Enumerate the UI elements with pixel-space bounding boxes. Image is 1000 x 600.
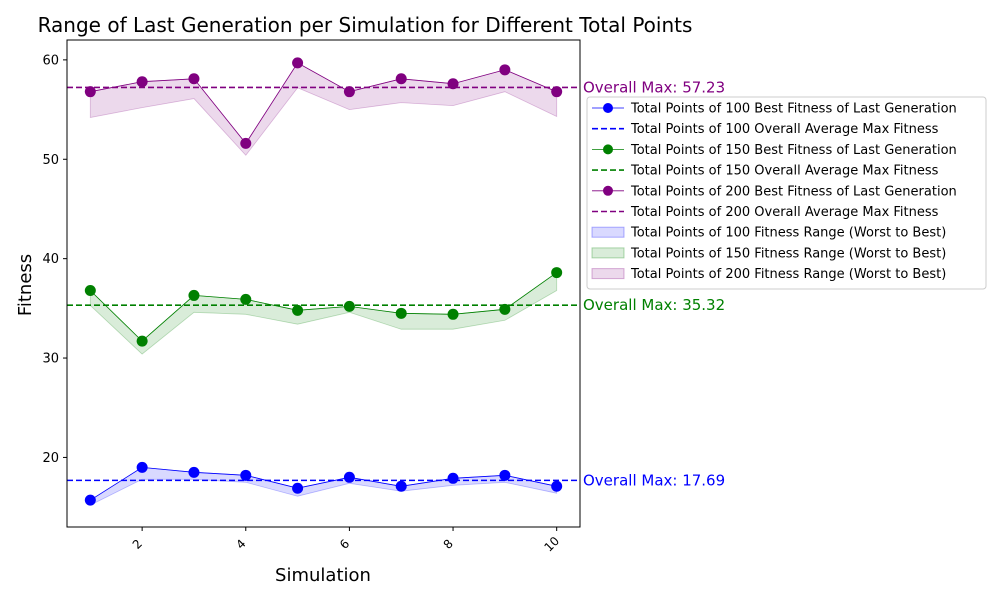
data-point: [84, 284, 96, 296]
x-tick-label: 2: [130, 537, 145, 552]
average-annotation-0: Overall Max: 17.69: [583, 471, 725, 489]
data-point: [343, 471, 355, 483]
best-line-0: [90, 466, 557, 501]
x-tick-label: 10: [542, 534, 563, 555]
legend-patch-swatch: [591, 247, 625, 259]
data-point: [499, 64, 511, 76]
y-tick-label: 20: [42, 451, 59, 466]
legend-label: Total Points of 150 Best Fitness of Last…: [630, 143, 957, 158]
y-axis: 20 30 40 50 60: [42, 53, 67, 466]
data-point: [447, 308, 459, 320]
legend-marker-swatch: [603, 144, 613, 155]
average-annotations: Overall Max: 17.69 Overall Max: 35.32 Over…: [583, 78, 725, 489]
data-point: [292, 304, 304, 316]
legend-patch-swatch: [591, 268, 625, 280]
average-annotation-2: Overall Max: 57.23: [583, 78, 725, 96]
range-band-2: [89, 62, 558, 156]
legend-label: Total Points of 100 Overall Average Max …: [630, 122, 939, 137]
data-point: [84, 494, 96, 506]
x-axis-label: Simulation: [275, 565, 371, 586]
data-point: [395, 307, 407, 319]
data-point: [551, 480, 563, 492]
average-lines: [67, 86, 580, 482]
data-point: [292, 57, 304, 69]
data-point: [395, 73, 407, 85]
data-point: [188, 289, 200, 301]
legend-label: Total Points of 200 Best Fitness of Last…: [630, 184, 957, 199]
y-tick-label: 60: [42, 53, 59, 68]
range-band-0: [89, 466, 558, 506]
x-tick-label: 4: [233, 537, 248, 552]
data-point: [84, 86, 96, 98]
legend-label: Total Points of 100 Fitness Range (Worst…: [630, 226, 946, 241]
data-point: [343, 86, 355, 98]
data-point: [343, 300, 355, 312]
y-tick-label: 30: [42, 352, 59, 367]
legend-label: Total Points of 150 Overall Average Max …: [630, 164, 939, 179]
data-point: [240, 293, 252, 305]
data-point: [395, 480, 407, 492]
data-point: [136, 461, 148, 473]
plot-frame: [66, 39, 581, 528]
fitness-range-bands: [89, 62, 558, 506]
y-axis-label: Fitness: [15, 254, 36, 316]
data-point: [447, 78, 459, 90]
best-line-1: [90, 272, 557, 342]
average-annotation-1: Overall Max: 35.32: [583, 296, 725, 314]
best-line-2: [90, 62, 557, 145]
data-point: [499, 469, 511, 481]
data-point: [292, 482, 304, 494]
legend-label: Total Points of 200 Fitness Range (Worst…: [630, 267, 946, 282]
y-tick-label: 40: [42, 252, 59, 267]
data-point: [188, 466, 200, 478]
legend-patch-swatch: [591, 226, 625, 238]
legend-marker-swatch: [603, 185, 613, 196]
x-axis: 2 4 6 8 10: [130, 527, 563, 555]
x-tick-label: 8: [441, 537, 456, 552]
data-point: [551, 86, 563, 98]
legend: Total Points of 100 Best Fitness of Last…: [586, 96, 987, 290]
best-fitness-series: [84, 57, 563, 506]
data-point: [188, 73, 200, 85]
range-band-1: [89, 271, 558, 355]
data-point: [447, 472, 459, 484]
legend-marker-swatch: [603, 103, 613, 113]
data-point: [136, 76, 148, 88]
y-tick-label: 50: [42, 153, 59, 168]
data-point: [499, 303, 511, 315]
legend-label: Total Points of 100 Best Fitness of Last…: [630, 102, 957, 117]
data-point: [240, 137, 252, 149]
legend-box: [586, 96, 987, 290]
data-point: [136, 335, 148, 347]
chart-title: Range of Last Generation per Simulation …: [38, 13, 693, 37]
x-tick-label: 6: [337, 537, 352, 552]
legend-label: Total Points of 200 Overall Average Max …: [630, 205, 939, 220]
data-point: [551, 267, 563, 279]
legend-label: Total Points of 150 Fitness Range (Worst…: [630, 246, 946, 261]
data-point: [240, 469, 252, 481]
